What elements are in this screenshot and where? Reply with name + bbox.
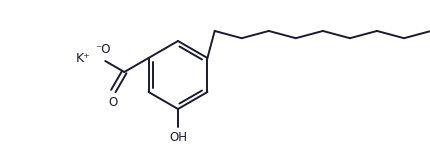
Text: ⁻O: ⁻O	[95, 43, 111, 56]
Text: K⁺: K⁺	[76, 53, 91, 66]
Text: O: O	[109, 96, 118, 109]
Text: OH: OH	[169, 131, 187, 144]
